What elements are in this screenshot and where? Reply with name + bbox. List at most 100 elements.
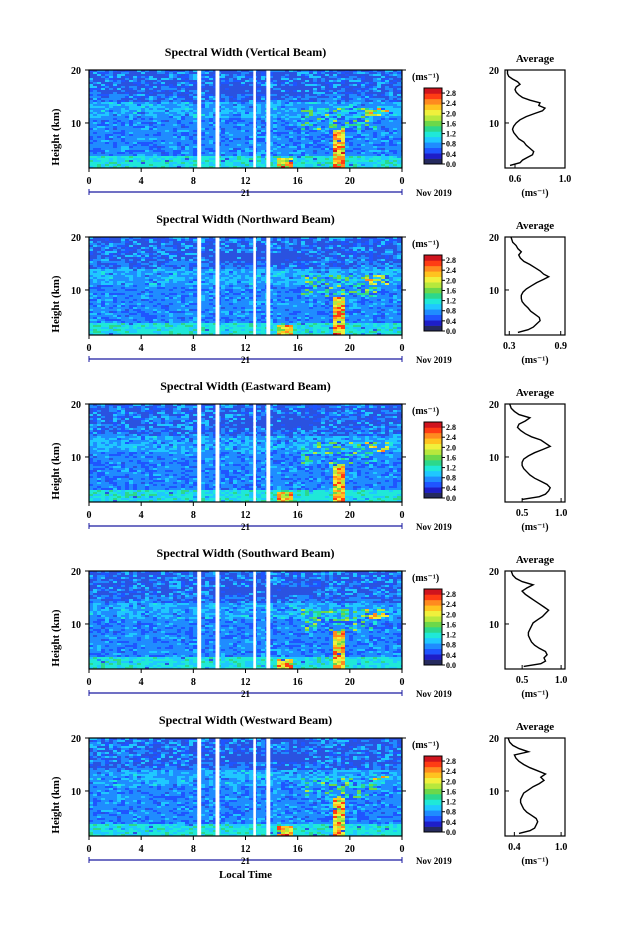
heatmap-cell	[161, 136, 165, 138]
x-tick-label: 20	[345, 176, 355, 187]
heatmap-cell	[121, 106, 125, 108]
heatmap-cell	[297, 277, 301, 279]
heatmap-cell	[193, 144, 197, 146]
heatmap-cell	[229, 128, 233, 130]
heatmap-cell	[193, 96, 197, 98]
heatmap-cell	[117, 245, 121, 247]
heatmap-cell	[225, 277, 229, 279]
heatmap-cell	[173, 269, 177, 271]
heatmap-cell	[145, 104, 149, 106]
heatmap-cell	[357, 271, 361, 273]
heatmap-cell	[381, 128, 385, 130]
heatmap-cell	[333, 108, 337, 110]
heatmap-cell	[393, 271, 397, 273]
heatmap-cell	[209, 277, 213, 279]
heatmap-cell	[129, 108, 133, 110]
heatmap-cell	[365, 243, 369, 245]
heatmap-cell	[257, 164, 261, 166]
heatmap-cell	[101, 289, 105, 291]
heatmap-cell	[233, 261, 237, 263]
heatmap-cell	[157, 283, 161, 285]
heatmap-cell	[237, 140, 241, 142]
heatmap-cell	[369, 281, 373, 283]
heatmap-cell	[141, 118, 145, 120]
heatmap-cell	[225, 241, 229, 243]
heatmap-cell	[305, 130, 309, 132]
heatmap-cell	[221, 100, 225, 102]
heatmap-cell	[377, 164, 381, 166]
heatmap-cell	[309, 150, 313, 152]
heatmap-cell	[225, 106, 229, 108]
heatmap-cell	[213, 164, 217, 166]
heatmap-cell	[365, 84, 369, 86]
heatmap-cell	[277, 164, 281, 166]
heatmap-cell	[333, 271, 337, 273]
heatmap-cell	[385, 114, 389, 116]
heatmap-cell	[161, 281, 165, 283]
heatmap-cell	[321, 152, 325, 154]
heatmap-cell	[269, 134, 273, 136]
heatmap-cell	[249, 116, 253, 118]
heatmap-cell	[109, 166, 113, 168]
heatmap-cell	[145, 108, 149, 110]
heatmap-cell	[225, 74, 229, 76]
heatmap-cell	[289, 152, 293, 154]
heatmap-cell	[353, 138, 357, 140]
heatmap-cell	[321, 263, 325, 265]
heatmap-cell	[337, 110, 341, 112]
heatmap-cell	[313, 271, 317, 273]
heatmap-cell	[269, 136, 273, 138]
heatmap-cell	[153, 124, 157, 126]
heatmap-cell	[101, 273, 105, 275]
heatmap-cell	[365, 269, 369, 271]
heatmap-cell	[109, 112, 113, 114]
heatmap-cell	[185, 265, 189, 267]
heatmap-cell	[285, 80, 289, 82]
heatmap-cell	[337, 152, 341, 154]
heatmap-cell	[153, 287, 157, 289]
heatmap-cell	[325, 128, 329, 130]
heatmap-cell	[101, 277, 105, 279]
heatmap-cell	[309, 120, 313, 122]
heatmap-cell	[285, 126, 289, 128]
heatmap-cell	[313, 289, 317, 291]
heatmap-cell	[293, 243, 297, 245]
heatmap-cell	[241, 245, 245, 247]
heatmap-cell	[257, 166, 261, 168]
heatmap-cell	[361, 164, 365, 166]
heatmap-cell	[309, 267, 313, 269]
heatmap-cell	[341, 277, 345, 279]
heatmap-cell	[337, 148, 341, 150]
heatmap-cell	[161, 134, 165, 136]
heatmap-cell	[193, 271, 197, 273]
heatmap-cell	[345, 114, 349, 116]
heatmap-cell	[157, 164, 161, 166]
heatmap-cell	[237, 289, 241, 291]
heatmap-cell	[257, 144, 261, 146]
heatmap-cell	[317, 144, 321, 146]
heatmap-cell	[277, 283, 281, 285]
heatmap-cell	[349, 273, 353, 275]
heatmap-cell	[173, 255, 177, 257]
heatmap-cell	[97, 156, 101, 158]
heatmap-cell	[181, 76, 185, 78]
heatmap-cell	[169, 98, 173, 100]
heatmap-cell	[269, 271, 273, 273]
heatmap-cell	[361, 126, 365, 128]
heatmap-cell	[173, 158, 177, 160]
heatmap-cell	[173, 136, 177, 138]
heatmap-cell	[349, 98, 353, 100]
heatmap-cell	[245, 237, 249, 239]
heatmap-cell	[213, 281, 217, 283]
heatmap-cell	[261, 281, 265, 283]
heatmap-cell	[141, 140, 145, 142]
heatmap-cell	[201, 164, 205, 166]
heatmap-cell	[141, 285, 145, 287]
heatmap-cell	[225, 271, 229, 273]
heatmap-cell	[89, 106, 93, 108]
heatmap-cell	[353, 156, 357, 158]
heatmap-cell	[113, 295, 117, 297]
heatmap-cell	[145, 76, 149, 78]
heatmap-cell	[329, 166, 333, 168]
heatmap-cell	[361, 162, 365, 164]
